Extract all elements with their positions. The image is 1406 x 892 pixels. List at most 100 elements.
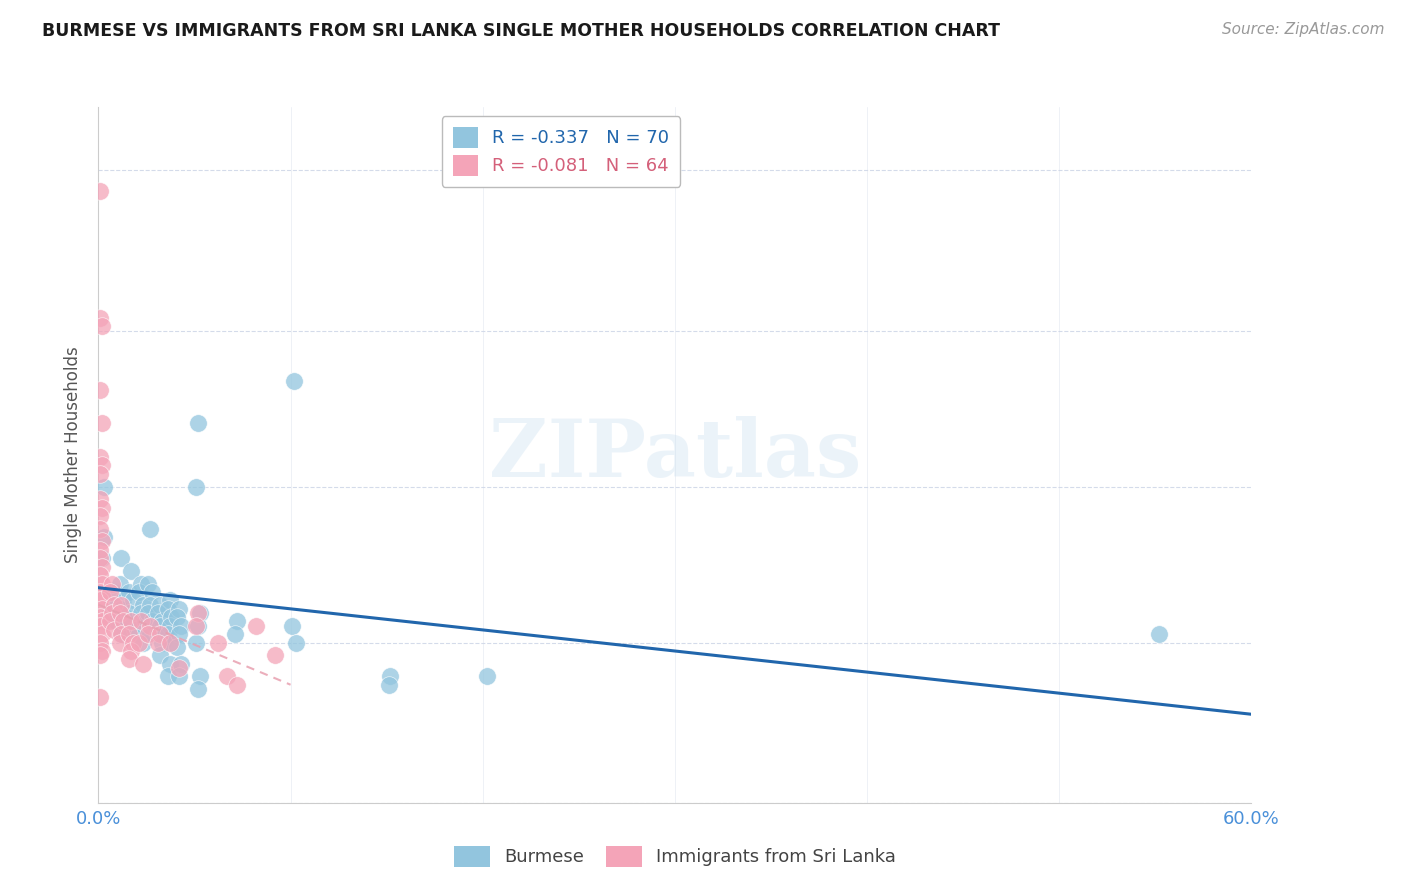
Point	[217, 669, 239, 683]
Point	[131, 635, 153, 649]
Point	[122, 593, 145, 607]
Point	[89, 593, 111, 607]
Point	[101, 606, 124, 620]
Point	[1147, 627, 1170, 641]
Point	[129, 615, 152, 629]
Point	[122, 635, 145, 649]
Point	[156, 602, 179, 616]
Point	[138, 576, 160, 591]
Point	[128, 635, 150, 649]
Point	[110, 602, 132, 616]
Point	[120, 615, 142, 629]
Point	[134, 615, 156, 629]
Point	[89, 310, 111, 325]
Point	[146, 635, 169, 649]
Point	[93, 530, 115, 544]
Point	[281, 618, 304, 632]
Point	[138, 606, 160, 620]
Point	[188, 606, 211, 620]
Point	[114, 610, 136, 624]
Point	[139, 618, 162, 632]
Point	[283, 374, 305, 388]
Point	[89, 635, 111, 649]
Point	[224, 627, 246, 641]
Point	[377, 678, 399, 692]
Point	[186, 635, 208, 649]
Point	[156, 627, 179, 641]
Point	[108, 606, 131, 620]
Point	[139, 522, 162, 536]
Point	[89, 383, 111, 397]
Point	[167, 627, 190, 641]
Point	[110, 627, 132, 641]
Point	[146, 606, 169, 620]
Point	[98, 615, 121, 629]
Point	[128, 585, 150, 599]
Point	[89, 610, 111, 624]
Point	[91, 602, 114, 616]
Point	[103, 623, 125, 637]
Point	[91, 417, 114, 431]
Point	[118, 652, 141, 666]
Point	[89, 450, 111, 464]
Point	[141, 585, 163, 599]
Text: Source: ZipAtlas.com: Source: ZipAtlas.com	[1222, 22, 1385, 37]
Point	[475, 669, 498, 683]
Point	[225, 678, 247, 692]
Point	[120, 615, 142, 629]
Point	[166, 640, 188, 654]
Point	[141, 615, 163, 629]
Point	[146, 627, 169, 641]
Point	[128, 627, 150, 641]
Point	[108, 635, 131, 649]
Point	[110, 551, 132, 566]
Point	[170, 618, 193, 632]
Point	[89, 648, 111, 663]
Point	[118, 585, 141, 599]
Point	[89, 690, 111, 705]
Point	[89, 185, 111, 199]
Point	[112, 593, 135, 607]
Point	[124, 623, 146, 637]
Point	[98, 585, 121, 599]
Point	[89, 551, 111, 566]
Text: BURMESE VS IMMIGRANTS FROM SRI LANKA SINGLE MOTHER HOUSEHOLDS CORRELATION CHART: BURMESE VS IMMIGRANTS FROM SRI LANKA SIN…	[42, 22, 1000, 40]
Point	[91, 589, 114, 603]
Point	[120, 644, 142, 658]
Point	[159, 618, 181, 632]
Point	[380, 669, 402, 683]
Point	[110, 598, 132, 612]
Point	[149, 618, 172, 632]
Point	[129, 576, 152, 591]
Point	[149, 627, 172, 641]
Point	[89, 509, 111, 524]
Point	[167, 602, 190, 616]
Point	[131, 657, 153, 671]
Point	[139, 627, 162, 641]
Point	[91, 534, 114, 549]
Point	[188, 669, 211, 683]
Point	[112, 618, 135, 632]
Point	[89, 618, 111, 632]
Point	[186, 479, 208, 493]
Point	[89, 542, 111, 557]
Point	[120, 564, 142, 578]
Point	[89, 492, 111, 507]
Point	[160, 610, 183, 624]
Point	[225, 615, 247, 629]
Y-axis label: Single Mother Households: Single Mother Households	[65, 347, 83, 563]
Text: ZIPatlas: ZIPatlas	[489, 416, 860, 494]
Point	[93, 479, 115, 493]
Point	[91, 551, 114, 566]
Point	[91, 458, 114, 473]
Point	[91, 500, 114, 515]
Point	[98, 606, 121, 620]
Point	[110, 627, 132, 641]
Point	[160, 635, 183, 649]
Point	[150, 635, 173, 649]
Point	[91, 644, 114, 658]
Point	[91, 559, 114, 574]
Point	[187, 618, 209, 632]
Point	[131, 598, 153, 612]
Point	[156, 669, 179, 683]
